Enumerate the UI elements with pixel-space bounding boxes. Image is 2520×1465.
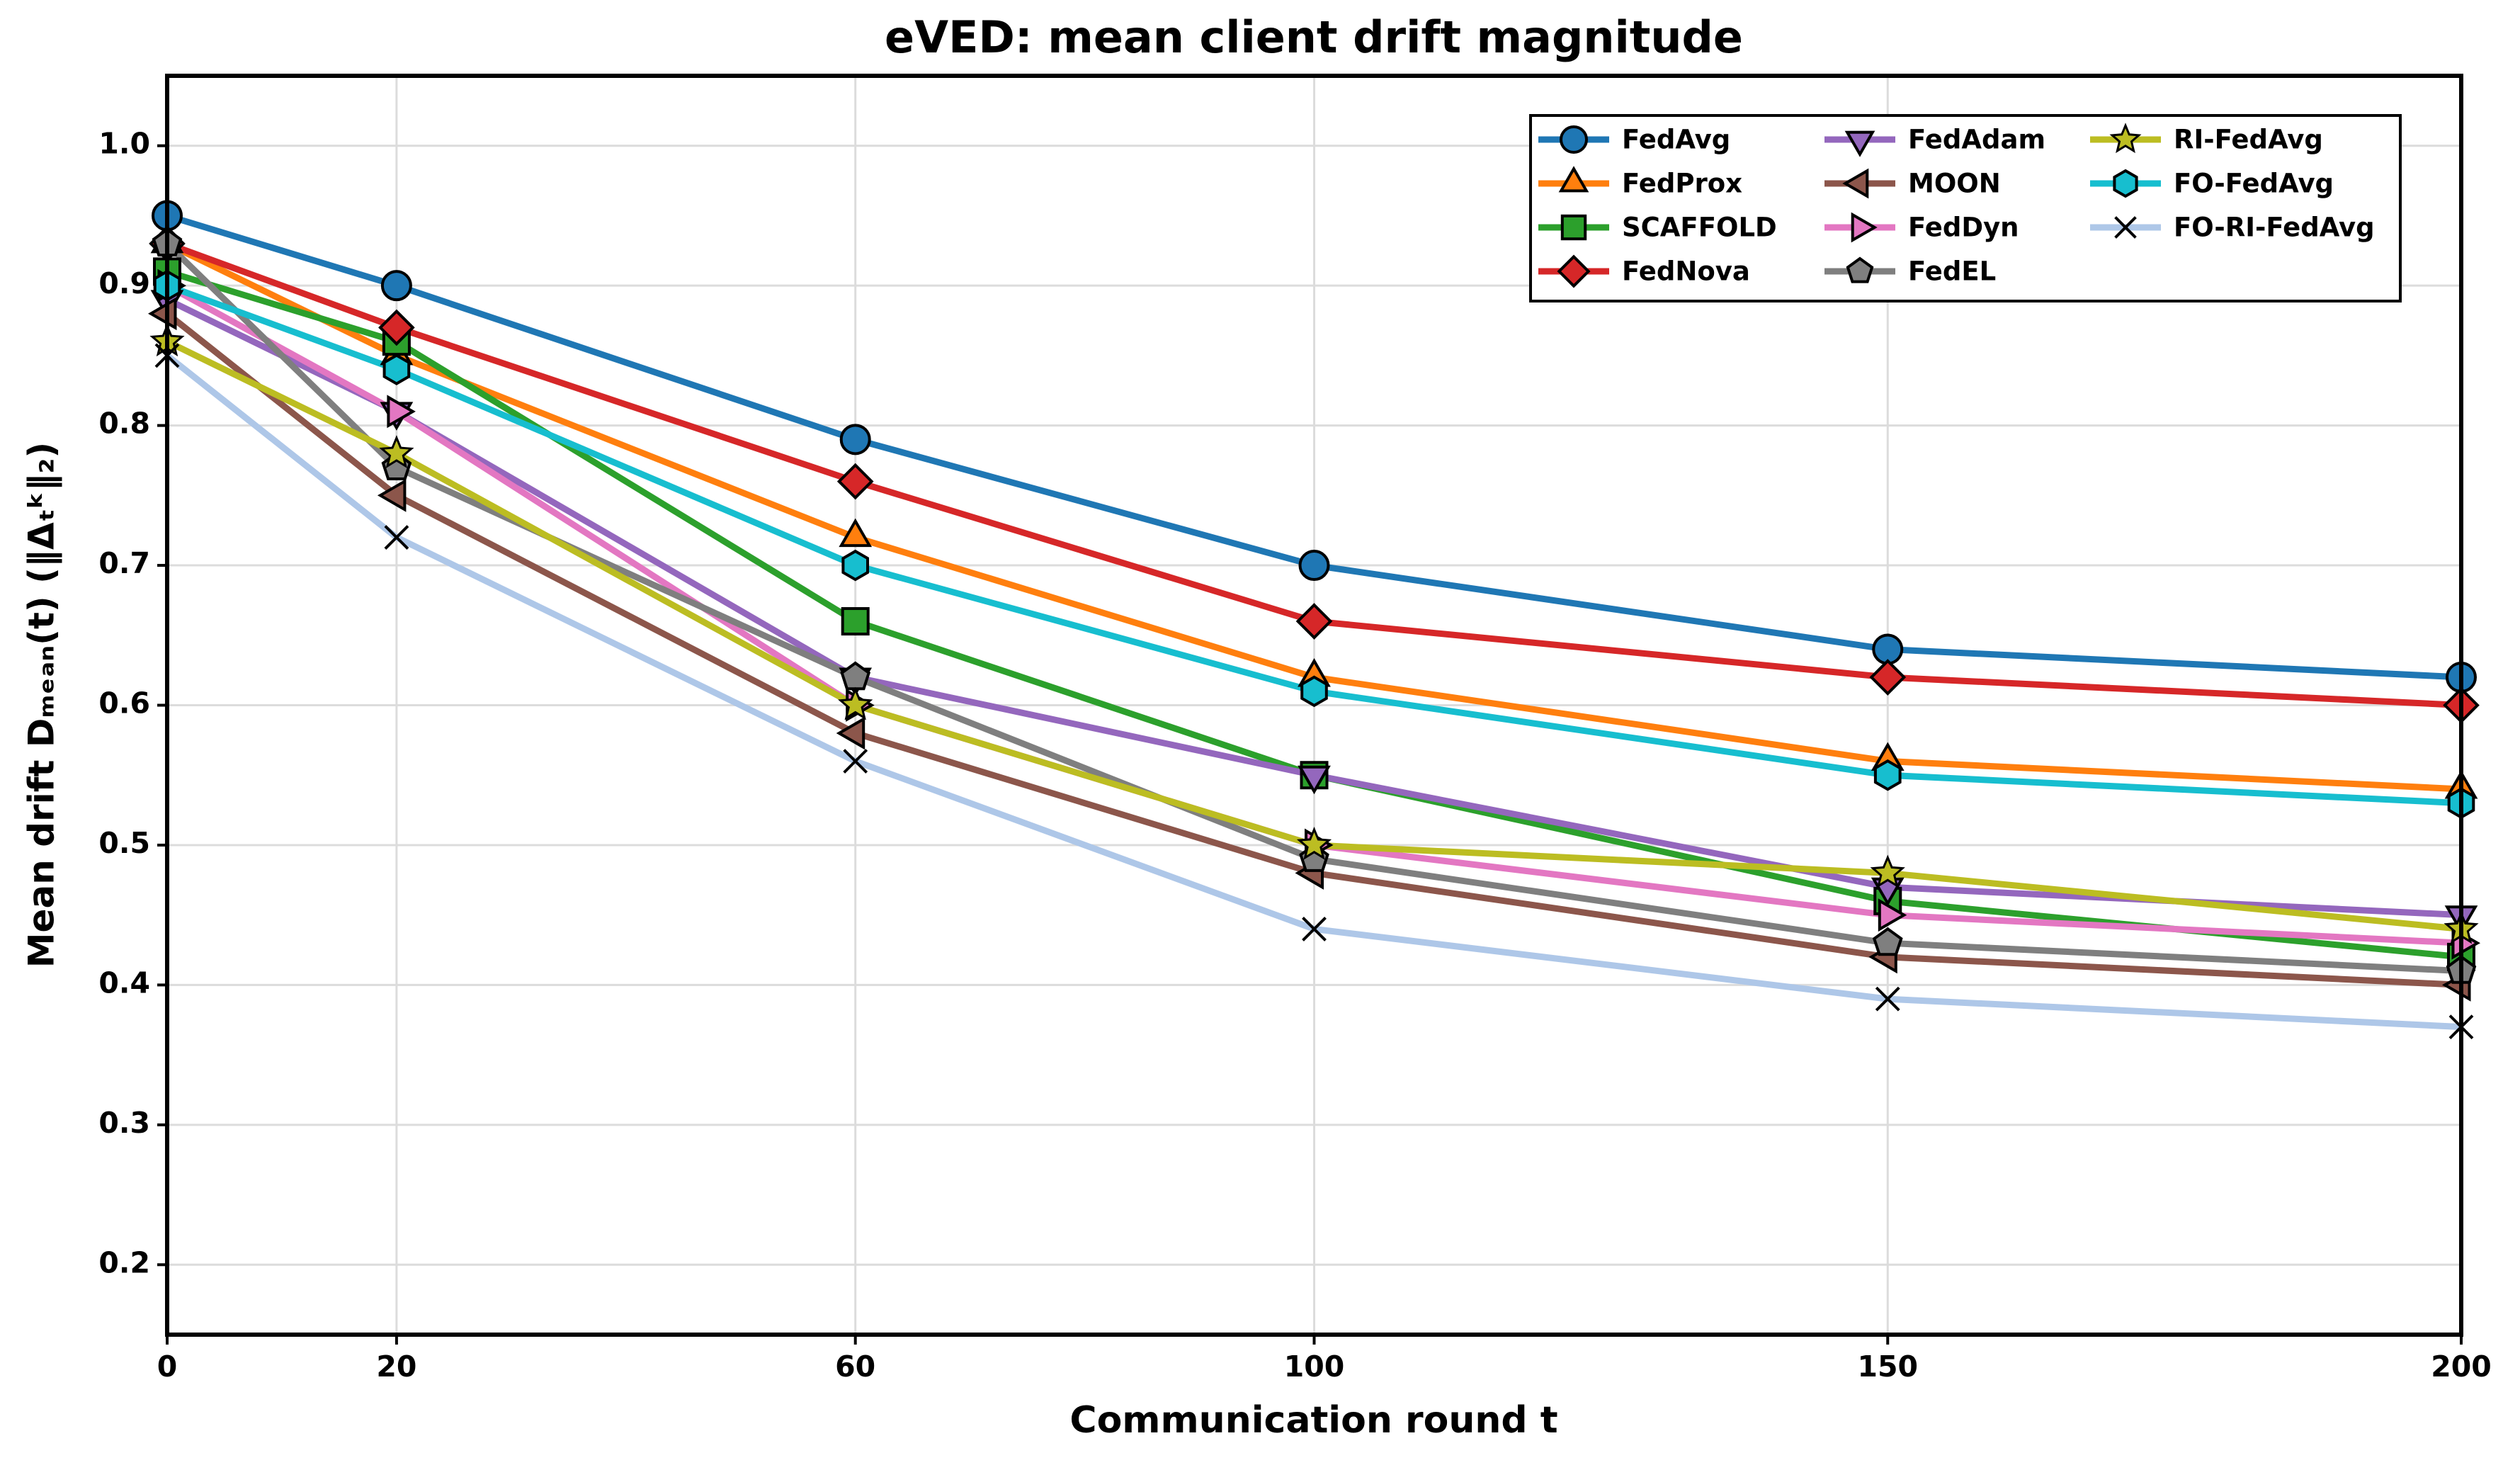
marker xyxy=(841,549,869,582)
y-tick-label: 1.0 xyxy=(98,127,150,161)
marker xyxy=(1842,168,1869,199)
series-line xyxy=(166,240,2462,793)
marker xyxy=(377,478,407,512)
series-line xyxy=(166,240,2462,708)
marker xyxy=(382,353,411,385)
marker xyxy=(838,686,873,720)
marker xyxy=(2113,169,2138,198)
marker xyxy=(1302,916,1327,941)
legend-label: MOON xyxy=(1908,169,2001,199)
marker xyxy=(1869,659,1907,696)
marker xyxy=(843,749,868,774)
marker xyxy=(2114,216,2137,239)
marker xyxy=(1875,986,1900,1012)
y-tick-label: 0.4 xyxy=(98,966,150,1000)
marker xyxy=(1300,675,1328,708)
y-tick-label: 0.8 xyxy=(98,407,150,441)
plot-frame xyxy=(165,74,2463,1337)
marker xyxy=(1873,759,1902,791)
marker xyxy=(1846,256,1874,283)
marker xyxy=(1872,927,1903,956)
legend-label: FedProx xyxy=(1622,169,1742,199)
marker xyxy=(839,424,871,456)
y-tick-label: 0.2 xyxy=(98,1245,150,1279)
marker xyxy=(1295,603,1333,640)
series-line xyxy=(165,311,2462,988)
marker xyxy=(836,716,865,750)
series-line xyxy=(166,339,2462,932)
legend-label: FO-FedAvg xyxy=(2174,169,2334,199)
series-line xyxy=(165,353,2462,1031)
marker xyxy=(380,270,412,302)
x-tick-label: 0 xyxy=(157,1350,178,1384)
legend-label: FedDyn xyxy=(1908,213,2019,243)
x-tick-label: 150 xyxy=(1857,1350,1918,1384)
marker xyxy=(1878,898,1907,932)
marker xyxy=(839,518,873,548)
marker xyxy=(1298,550,1330,582)
legend-box xyxy=(1529,114,2402,302)
marker xyxy=(836,463,874,500)
legend: FedAvg FedProx SCAFFOLD FedNova FedAdam MOON F… xyxy=(1529,114,2402,302)
marker xyxy=(1851,212,1878,243)
marker xyxy=(1298,765,1331,795)
legend-label: FedNova xyxy=(1622,256,1750,287)
marker xyxy=(841,607,870,636)
y-tick-label: 0.6 xyxy=(98,686,150,720)
x-tick-label: 20 xyxy=(376,1350,416,1384)
chart-title: eVED: mean client drift magnitude xyxy=(885,11,1743,63)
y-tick-label: 0.5 xyxy=(98,826,150,860)
marker xyxy=(378,309,415,346)
marker xyxy=(1560,214,1587,241)
marker xyxy=(1870,854,1905,888)
marker xyxy=(384,525,409,550)
legend-label: FedAvg xyxy=(1622,125,1730,155)
marker xyxy=(1558,166,1589,193)
x-tick-label: 60 xyxy=(835,1350,875,1384)
series-line xyxy=(166,213,2462,681)
series-line xyxy=(166,268,2462,961)
marker xyxy=(2109,123,2142,154)
y-tick-label: 0.3 xyxy=(98,1106,150,1140)
marker xyxy=(379,435,414,469)
series-line xyxy=(166,282,2462,807)
marker xyxy=(1557,254,1591,288)
marker xyxy=(1560,125,1588,154)
marker xyxy=(387,395,416,429)
legend-label: RI-FedAvg xyxy=(2174,125,2323,155)
x-axis-label: Communication round t xyxy=(1069,1399,1557,1442)
y-axis-label: Mean drift Dₘₑₐₙ(t) (‖Δₜᵏ‖₂) xyxy=(21,442,62,968)
legend-label: FO-RI-FedAvg xyxy=(2174,213,2375,243)
legend-label: SCAFFOLD xyxy=(1622,213,1777,243)
marker xyxy=(1296,826,1332,860)
marker xyxy=(840,661,871,691)
legend-label: FedAdam xyxy=(1908,125,2045,155)
x-tick-label: 200 xyxy=(2431,1350,2492,1384)
marker xyxy=(1844,130,1875,157)
x-tick-label: 100 xyxy=(1284,1350,1345,1384)
series-line xyxy=(164,241,2462,975)
y-tick-label: 0.9 xyxy=(98,266,150,300)
legend-label: FedEL xyxy=(1908,256,1996,287)
y-tick-label: 0.7 xyxy=(98,546,150,580)
